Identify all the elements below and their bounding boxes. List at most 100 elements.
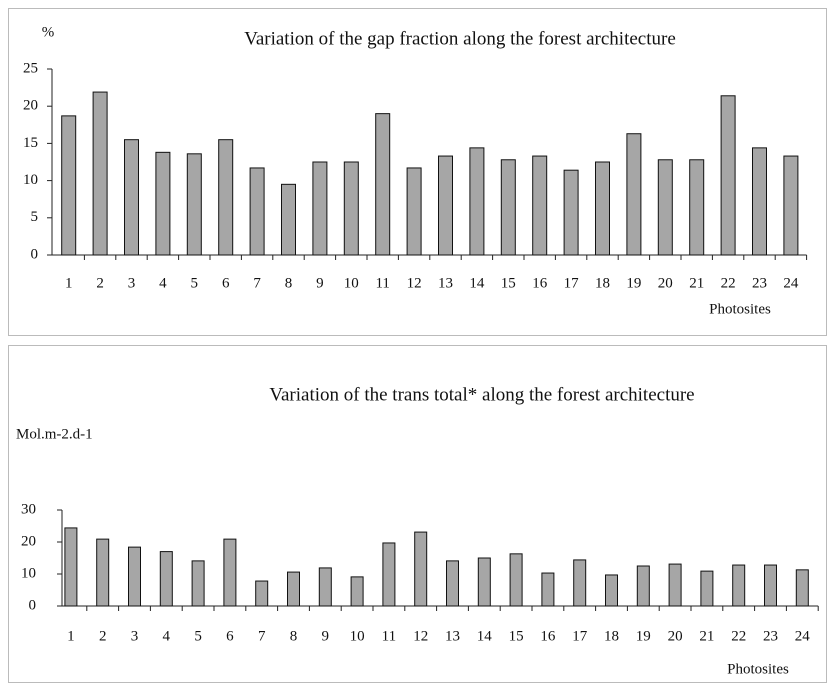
bar [720,95,736,256]
x-tick-label: 9 [322,628,330,644]
bar [446,560,459,607]
bar [595,161,610,256]
bar [155,151,171,256]
bar [532,155,548,256]
x-tick-label: 2 [96,275,104,291]
x-tick-label: 2 [99,628,107,644]
bar [764,564,777,607]
x-tick-label: 24 [783,275,799,291]
bar [689,159,705,256]
bar [469,147,485,256]
bar [573,559,587,607]
y-tick-label: 10 [21,565,36,581]
chart-title: Variation of the trans total* along the … [269,384,694,405]
x-tick-label: 23 [752,275,767,291]
bar [657,159,673,256]
bar [249,167,265,256]
panel-frame [8,345,827,683]
x-tick-label: 20 [668,628,683,644]
bar [318,567,332,607]
bar [783,155,799,256]
bar [350,576,364,607]
x-tick-label: 10 [344,275,359,291]
x-tick-label: 8 [285,275,293,291]
x-tick-label: 12 [407,275,422,291]
x-tick-label: 6 [226,628,234,644]
y-tick-label: 20 [21,533,36,549]
x-tick-label: 3 [131,628,139,644]
y-tick-label: 30 [21,501,36,517]
y-tick-label: 25 [23,60,38,76]
y-axis-label: % [42,24,55,40]
bar [191,560,205,607]
bar [406,167,422,256]
bar [223,538,237,607]
x-axis-label: Photosites [709,301,771,317]
x-tick-label: 1 [67,628,75,644]
x-tick-label: 23 [763,628,778,644]
bar [92,91,108,256]
bar [255,580,269,607]
bar [96,538,110,607]
x-tick-label: 5 [194,628,202,644]
bar [541,572,555,607]
x-tick-label: 15 [501,275,516,291]
x-tick-label: 21 [689,275,704,291]
x-tick-label: 10 [350,628,365,644]
x-tick-label: 19 [636,628,651,644]
x-tick-label: 21 [699,628,714,644]
bar [500,159,516,256]
x-tick-label: 18 [595,275,610,291]
bar [61,115,77,256]
x-tick-label: 17 [564,275,580,291]
bar [375,113,391,256]
bar [186,153,202,256]
x-tick-label: 13 [445,628,460,644]
bar [626,133,642,256]
y-axis-label: Mol.m-2.d-1 [16,426,93,442]
bar [287,571,300,607]
x-tick-label: 11 [375,275,389,291]
x-tick-label: 7 [258,628,266,644]
bar [795,569,809,607]
bar [438,155,453,256]
x-tick-label: 18 [604,628,619,644]
x-tick-label: 22 [731,628,746,644]
bar [343,161,359,256]
x-tick-label: 11 [382,628,396,644]
x-tick-label: 8 [290,628,298,644]
bar [563,169,579,256]
panel-frame [8,8,827,336]
x-tick-label: 22 [721,275,736,291]
x-tick-label: 9 [316,275,324,291]
bar [124,139,139,256]
x-tick-label: 17 [572,628,588,644]
bar [509,553,523,607]
bar [700,570,714,607]
bar [159,551,173,607]
bar [281,183,296,256]
bar [128,546,141,607]
x-tick-label: 3 [128,275,136,291]
bar [668,563,682,607]
x-tick-label: 24 [795,628,811,644]
x-tick-label: 5 [191,275,199,291]
y-tick-label: 20 [23,98,38,114]
chart-title: Variation of the gap fraction along the … [244,28,676,49]
bar [382,542,396,607]
y-tick-label: 15 [23,135,38,151]
x-tick-label: 19 [626,275,641,291]
y-tick-label: 0 [29,597,37,613]
bar [312,161,328,256]
bar [636,565,650,607]
x-tick-label: 4 [163,628,171,644]
x-tick-label: 1 [65,275,73,291]
x-tick-label: 6 [222,275,230,291]
y-tick-label: 0 [31,246,39,262]
y-tick-label: 10 [23,172,38,188]
bar [64,527,78,607]
x-tick-label: 16 [532,275,548,291]
bar [218,139,234,256]
bar [752,147,767,256]
